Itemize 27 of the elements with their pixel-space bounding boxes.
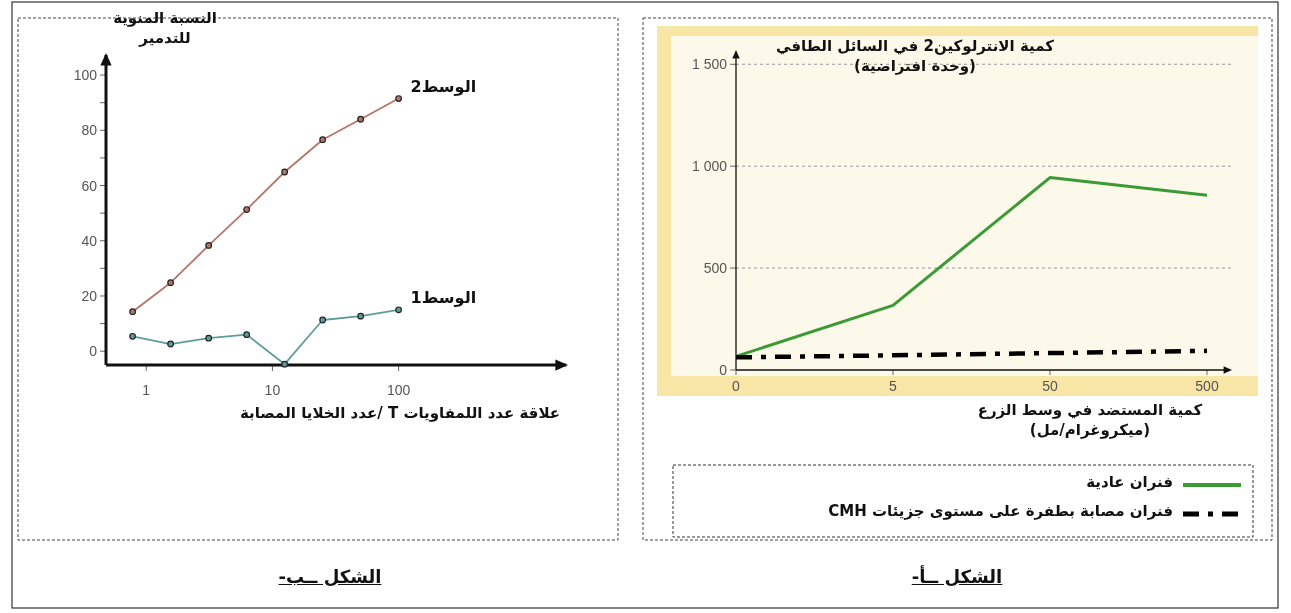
y-tick-label: 1 500 <box>691 56 728 73</box>
x-tick-label: 50 <box>1042 378 1058 394</box>
x-tick-label: 500 <box>1195 378 1219 394</box>
x-tick-label: 1 <box>142 382 151 398</box>
y-tick-label: 0 <box>719 362 728 378</box>
y-tick-label: 20 <box>81 287 98 304</box>
x-tick-label: 5 <box>889 378 898 394</box>
y-tick-label: 500 <box>703 260 728 277</box>
legend-label: فنران عادية <box>1086 473 1173 491</box>
x-axis-title: كمية المستضد في وسط الزرع (ميكروغرام/مل) <box>976 400 1204 441</box>
series-label: الوسط1 <box>410 287 477 307</box>
y-tick-label: 100 <box>73 67 98 84</box>
y-tick-label: 80 <box>81 122 98 139</box>
legend-label: فنران مصابة بطفرة على مستوى جزيئات CMH <box>828 502 1173 520</box>
y-tick-label: 1 000 <box>691 158 728 175</box>
series-label: الوسط2 <box>410 76 477 96</box>
y-tick-label: 0 <box>89 343 98 360</box>
y-axis-title: كمية الانترلوكين2 في السائل الطافي (وحدة افتراضية) <box>775 36 1055 77</box>
x-tick-label: 100 <box>386 382 411 398</box>
y-tick-label: 60 <box>81 177 98 194</box>
x-tick-label: 10 <box>264 382 281 398</box>
y-axis-title: النسبة المنوية للتدمير <box>112 8 218 49</box>
text: الشكل ــب- <box>277 566 383 587</box>
x-tick-label: 0 <box>732 378 741 394</box>
x-axis-title: علاقة عدد اللمفاويات T /عدد الخلايا المصابة <box>238 403 562 424</box>
y-tick-label: 40 <box>81 232 98 249</box>
text: الشكل ــأ- <box>910 566 1004 587</box>
